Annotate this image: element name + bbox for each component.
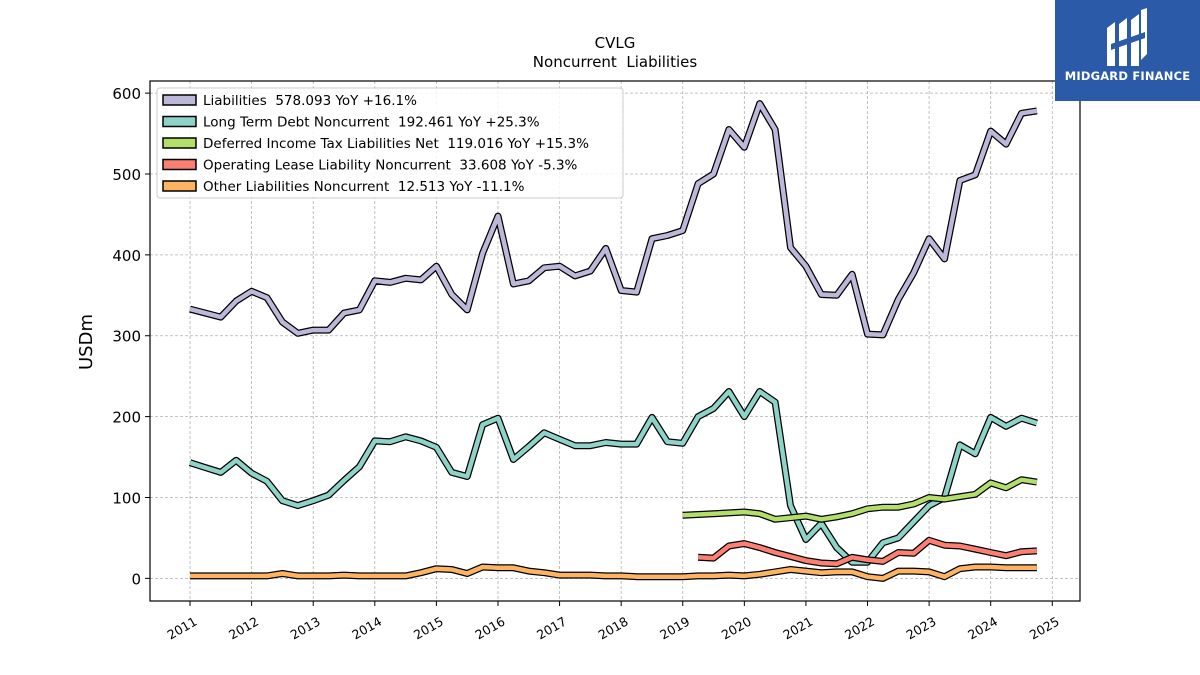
legend-entry: Other Liabilities Noncurrent 12.513 YoY … xyxy=(203,179,525,195)
series-line-2 xyxy=(682,477,1038,522)
legend-swatch xyxy=(162,180,197,192)
series-line-1 xyxy=(189,389,1038,565)
x-tick-label: 2024 xyxy=(965,614,1000,643)
y-tick-label: 200 xyxy=(112,409,141,427)
x-tick-label: 2025 xyxy=(1027,614,1062,643)
x-tick-label: 2011 xyxy=(164,614,199,643)
plot-lines xyxy=(188,100,1038,582)
series-line-0 xyxy=(189,101,1038,338)
legend: Liabilities 578.093 YoY +16.1% Long Term … xyxy=(156,87,624,199)
legend-entry: Liabilities 578.093 YoY +16.1% xyxy=(203,93,417,109)
legend-swatch xyxy=(162,115,197,128)
x-tick-label: 2017 xyxy=(534,614,569,643)
series-line-3 xyxy=(697,538,1038,567)
x-tick-label: 2020 xyxy=(719,614,754,643)
x-tick-label: 2015 xyxy=(411,614,446,643)
series-outline-1 xyxy=(188,388,1038,566)
legend-swatch xyxy=(162,94,197,106)
y-tick-label: 600 xyxy=(112,85,141,103)
chart-subtitle: Noncurrent Liabilities xyxy=(533,53,698,71)
y-tick-label: 100 xyxy=(112,489,141,507)
y-tick-label: 0 xyxy=(131,570,141,588)
legend-swatch xyxy=(162,137,197,149)
x-tick-label: 2021 xyxy=(780,614,815,643)
y-axis-label: USDm xyxy=(76,314,97,370)
legend-entry: Operating Lease Liability Noncurrent 33.… xyxy=(203,158,578,174)
y-tick-label: 400 xyxy=(112,247,141,265)
series-line-4 xyxy=(190,564,1037,581)
plot-frame xyxy=(149,80,1081,602)
midgard-monogram-icon xyxy=(1107,8,1147,66)
legend-entry: Long Term Debt Noncurrent 192.461 YoY +2… xyxy=(203,115,540,131)
x-tick-label: 2019 xyxy=(657,614,692,643)
x-tick-label: 2022 xyxy=(842,614,877,643)
legend-box xyxy=(156,87,624,199)
x-tick-label: 2023 xyxy=(904,614,939,643)
brand-name: MIDGARD FINANCE xyxy=(1064,69,1191,83)
x-tick-label: 2018 xyxy=(596,614,631,643)
x-tick-label: 2014 xyxy=(349,614,384,643)
x-tick-label: 2012 xyxy=(226,614,261,643)
y-tick-label: 300 xyxy=(112,328,141,346)
x-tick-label: 2016 xyxy=(472,614,507,643)
x-tick-label: 2013 xyxy=(288,614,323,643)
chart-title: CVLG xyxy=(595,34,636,52)
legend-swatch xyxy=(162,158,197,171)
y-tick-label: 500 xyxy=(112,166,141,184)
brand-logo: MIDGARD FINANCE xyxy=(1055,0,1200,101)
legend-entry: Deferred Income Tax Liabilities Net 119.… xyxy=(203,136,589,152)
